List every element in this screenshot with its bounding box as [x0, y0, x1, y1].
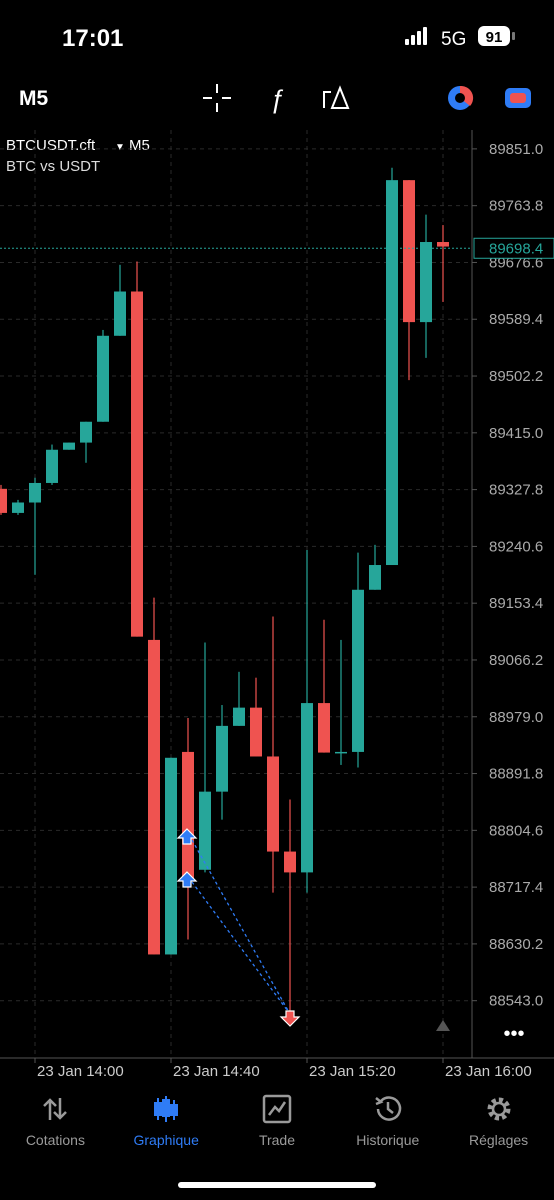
y-tick-label: 89763.8	[489, 198, 543, 215]
y-tick-label: 89851.0	[489, 141, 543, 158]
candle-body	[233, 707, 245, 726]
x-tick-label: 23 Jan 14:40	[173, 1063, 260, 1080]
tab-icon	[154, 1096, 179, 1122]
tab-trade[interactable]: Trade	[222, 1090, 333, 1160]
tab-history[interactable]: Historique	[332, 1090, 443, 1160]
y-tick-label: 89066.2	[489, 652, 543, 669]
candle-body	[148, 639, 160, 955]
y-tick-label: 88804.6	[489, 822, 543, 839]
tab-label: Réglages	[469, 1132, 529, 1148]
tab-icon	[375, 1096, 401, 1121]
chart-timeframe: M5	[129, 137, 150, 154]
tab-bar: Cotations Graphique Trade Historique Rég…	[0, 1090, 554, 1160]
candle-body	[131, 291, 143, 637]
x-tick-label: 23 Jan 16:00	[445, 1063, 532, 1080]
tab-settings[interactable]: Réglages	[443, 1090, 554, 1160]
candle-body	[46, 449, 58, 483]
scroll-marker	[436, 1020, 450, 1031]
more-button[interactable]: •••	[503, 1023, 524, 1045]
candle-body	[0, 488, 7, 513]
network-label: 5G	[441, 29, 466, 50]
candle-body	[199, 791, 211, 870]
candle-body	[284, 851, 296, 873]
candle-body	[165, 757, 177, 955]
candles	[0, 167, 449, 1020]
x-tick-label: 23 Jan 14:00	[37, 1063, 124, 1080]
screen-top: 17:01 5G 91 M5 ƒ BTCUSDT.cft ▼ M5 BTC vs…	[0, 25, 554, 1080]
candle-body	[437, 242, 449, 247]
signal-icon	[405, 27, 427, 45]
y-tick-label: 89327.8	[489, 482, 543, 499]
candle-body	[420, 242, 432, 323]
battery-level: 91	[486, 29, 503, 46]
battery-tip	[512, 32, 515, 40]
candle-body	[403, 180, 415, 323]
candle-body	[97, 335, 109, 422]
y-tick-label: 88630.2	[489, 936, 543, 953]
candle-body	[63, 442, 75, 450]
candle-body	[369, 565, 381, 590]
indicator-icon[interactable]: ƒ	[270, 84, 284, 114]
tab-label: Graphique	[133, 1132, 199, 1148]
account-icon-part	[460, 85, 474, 106]
current-price-box	[473, 237, 554, 259]
symbol-label[interactable]: BTCUSDT.cft	[6, 137, 96, 154]
x-tick-label: 23 Jan 15:20	[309, 1063, 396, 1080]
candle-body	[386, 180, 398, 566]
candle-body	[250, 707, 262, 757]
candle-body	[352, 589, 364, 752]
tab-quotes[interactable]: Cotations	[0, 1090, 111, 1160]
candle-body	[318, 703, 330, 753]
candle-body	[29, 482, 41, 503]
battery-icon	[478, 26, 510, 46]
current-price-label: 89698.4	[489, 240, 543, 257]
tab-chart[interactable]: Graphique	[111, 1090, 222, 1160]
y-tick-label: 88979.0	[489, 709, 543, 726]
candle-body	[182, 751, 194, 880]
y-tick-label: 88717.4	[489, 879, 543, 896]
axes: 89851.089763.889676.689589.489502.289415…	[0, 130, 554, 1080]
tab-label: Trade	[258, 1132, 296, 1148]
symbol-dropdown[interactable]: ▼	[115, 142, 125, 153]
status-time: 17:01	[62, 25, 123, 52]
y-tick-label: 89240.6	[489, 538, 543, 555]
tab-label: Historique	[356, 1132, 420, 1148]
timeframe-button[interactable]: M5	[19, 87, 48, 110]
y-tick-label: 89589.4	[489, 311, 543, 328]
tab-icon	[262, 1094, 292, 1124]
tab-icon	[487, 1097, 511, 1121]
candle-body	[12, 502, 24, 513]
objects-icon[interactable]	[323, 85, 350, 109]
y-tick-label: 88543.0	[489, 993, 543, 1010]
candle-body	[216, 725, 228, 792]
candle-body	[80, 421, 92, 443]
account-icon-hole	[455, 93, 465, 103]
candle-body	[114, 291, 126, 336]
tab-label: Cotations	[25, 1132, 85, 1148]
home-indicator	[178, 1182, 376, 1188]
tab-icon	[43, 1098, 68, 1120]
y-tick-label: 89153.4	[489, 595, 543, 612]
y-tick-label: 89502.2	[489, 368, 543, 385]
trade-icon-part	[510, 93, 526, 103]
trade-markers	[176, 828, 301, 1027]
y-tick-label: 88891.8	[489, 766, 543, 783]
candle-body	[335, 751, 347, 754]
y-tick-label: 89415.0	[489, 425, 543, 442]
crosshair-icon[interactable]	[203, 84, 231, 112]
symbol-description: BTC vs USDT	[6, 158, 100, 175]
candle-body	[301, 703, 313, 873]
candle-body	[267, 756, 279, 852]
